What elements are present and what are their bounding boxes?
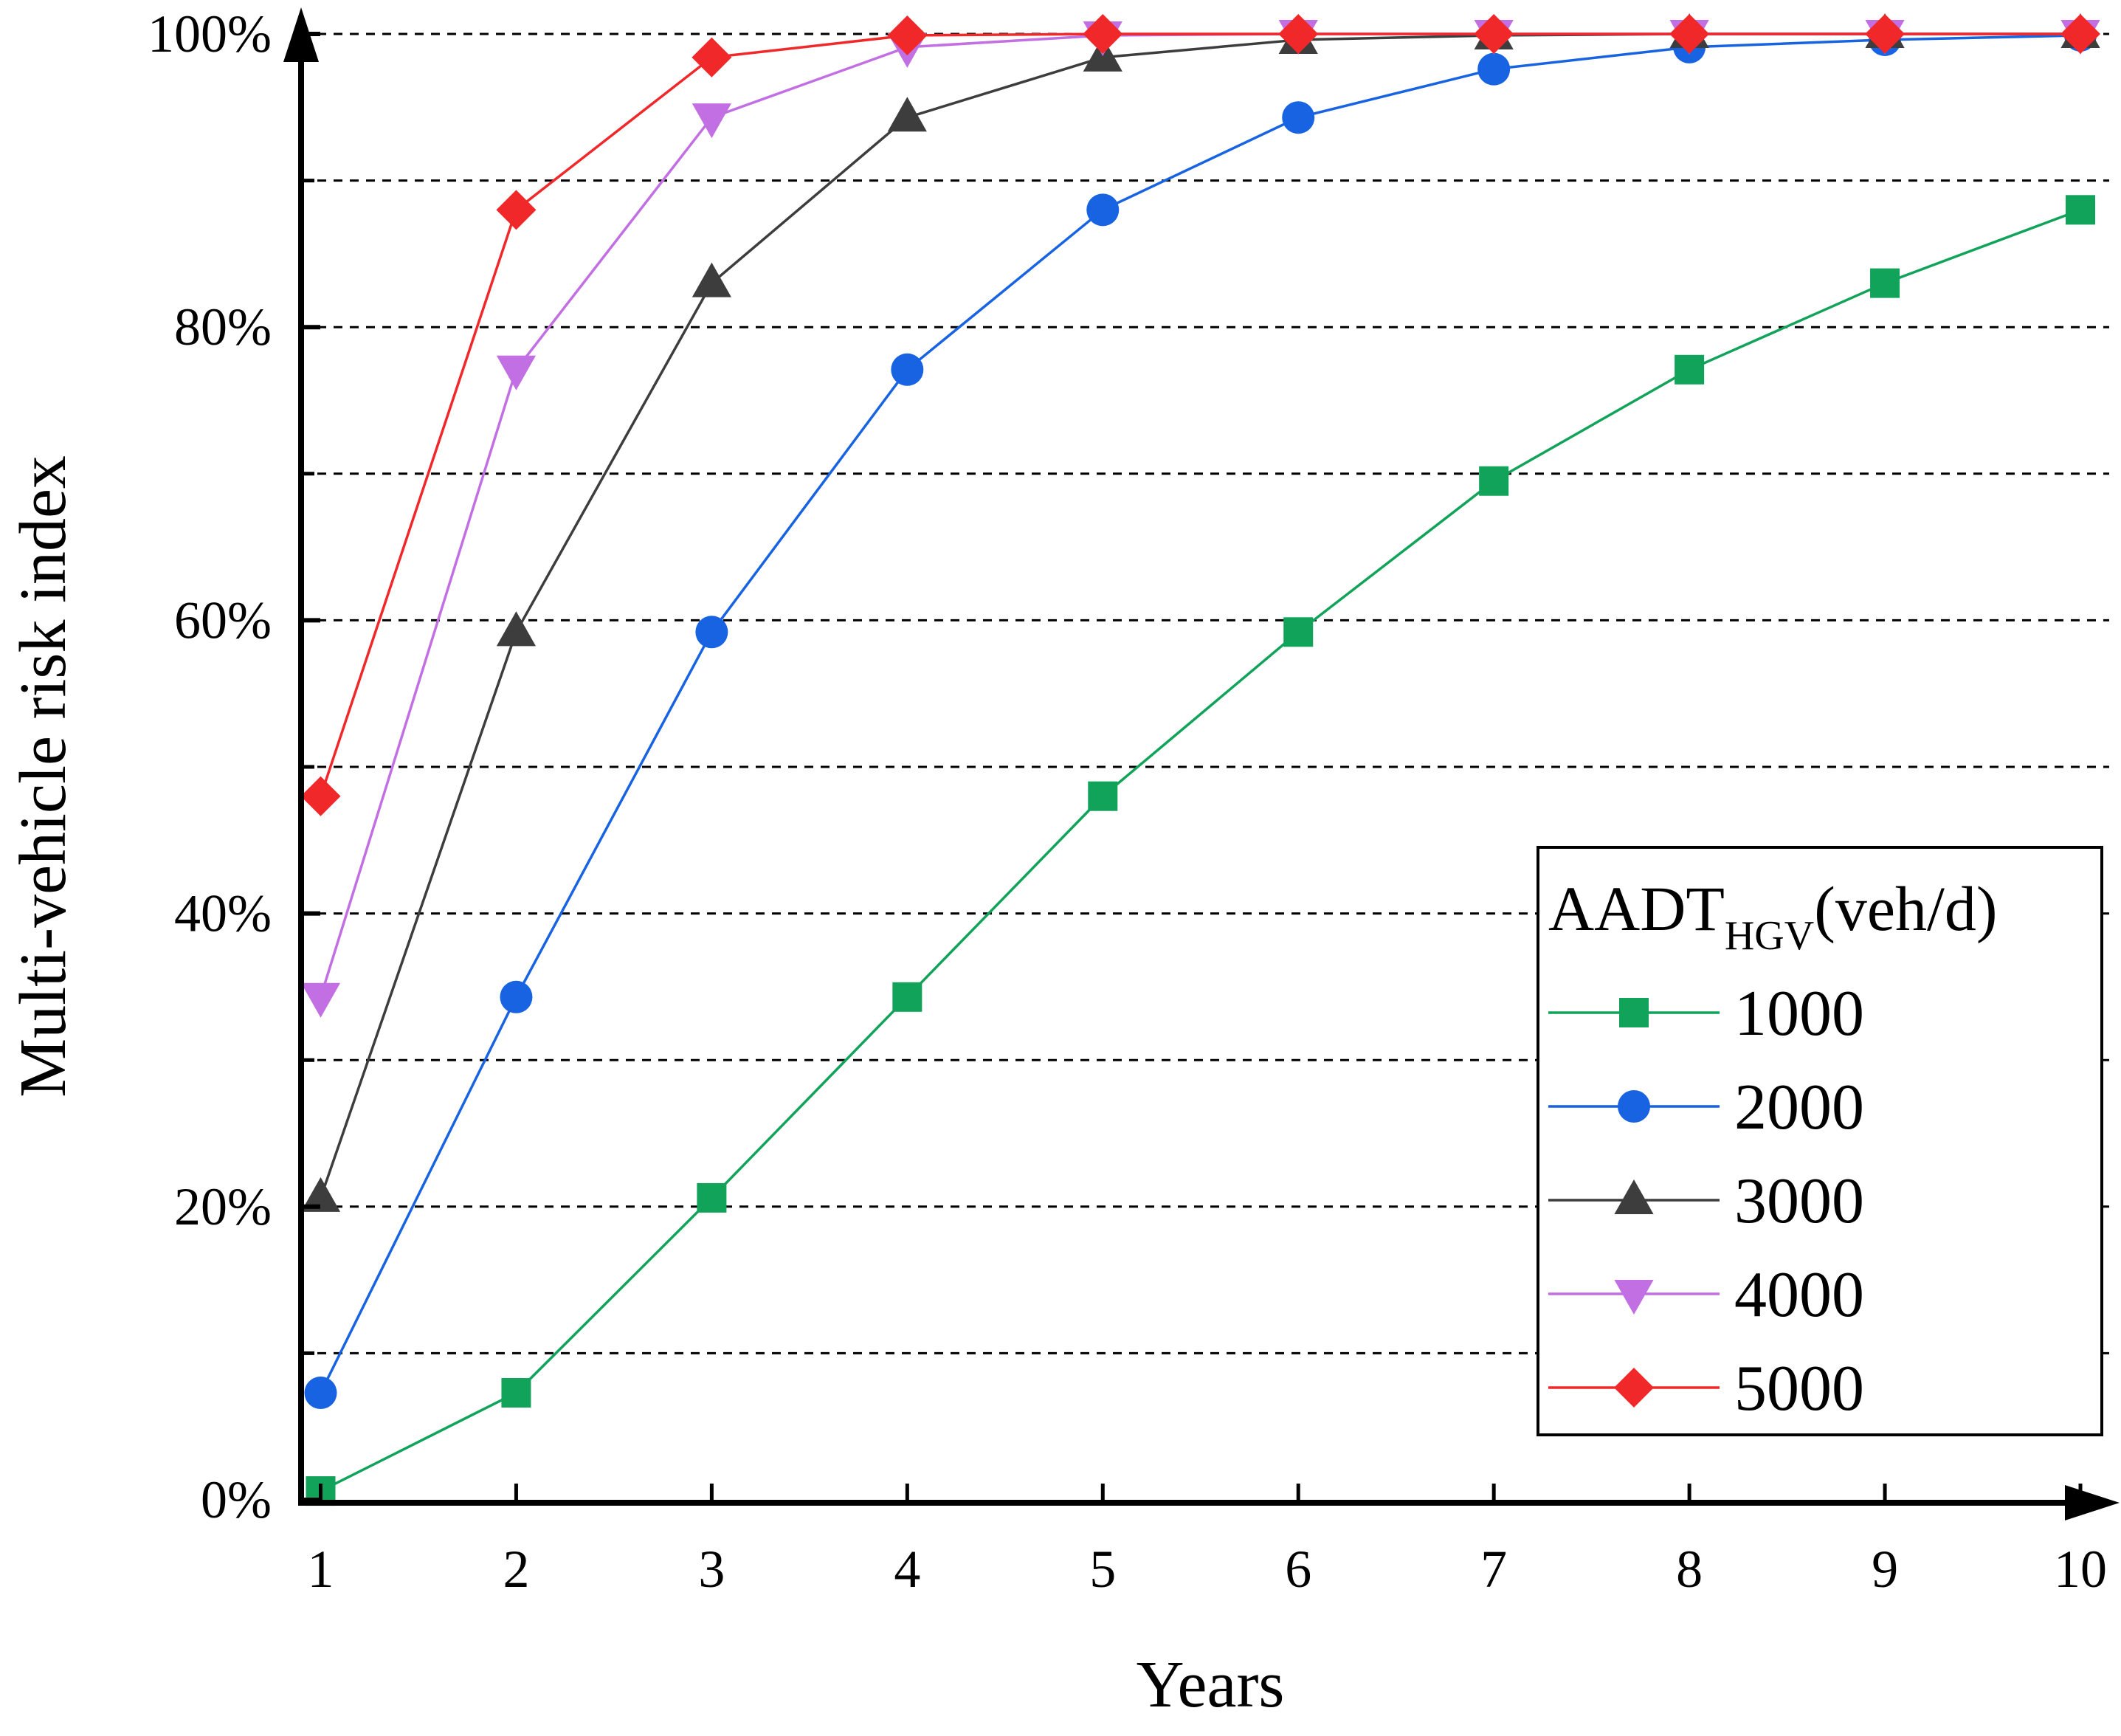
data-point-3000-3 [692,262,731,297]
series-line-2000 [319,34,2081,1394]
y-tick-label: 60% [174,590,272,650]
x-tick-label: 9 [1872,1540,1898,1599]
legend-marker-4000 [1614,1279,1654,1315]
data-point-1000-8 [1675,354,1705,385]
data-point-5000-2 [496,190,537,230]
data-point-1000-7 [1479,466,1509,496]
data-point-2000-1 [304,1377,337,1410]
data-point-3000-2 [496,611,537,647]
data-point-4000-3 [692,103,731,139]
data-point-5000-1 [300,776,341,816]
data-point-2000-5 [1086,193,1120,227]
series-1000 [306,195,2096,1506]
legend-label-1000: 1000 [1734,978,1864,1050]
x-tick-label: 3 [698,1540,725,1599]
data-point-1000-6 [1283,617,1314,647]
data-point-5000-6 [1278,14,1319,54]
legend-label-3000: 3000 [1734,1165,1864,1237]
data-point-1000-3 [697,1182,727,1213]
x-tick-label: 10 [2054,1540,2107,1599]
data-point-5000-8 [1669,14,1710,54]
x-tick-label: 2 [503,1540,529,1599]
y-tick-label: 100% [148,4,272,63]
legend-entry-5000: 5000 [1548,1353,1864,1425]
x-tick-label: 5 [1089,1540,1116,1599]
series-layer [300,13,2101,1506]
data-point-2000-4 [891,353,924,386]
legend-label-5000: 5000 [1734,1353,1864,1425]
legend-title-unit: (veh/d) [1814,873,1997,944]
legend-label-4000: 4000 [1734,1259,1864,1331]
data-point-1000-9 [1870,268,1900,298]
legend: AADTHGV(veh/d) 1000 2000 3000 4000 5000 [1537,846,2103,1436]
data-point-3000-4 [887,97,927,132]
legend-entry-3000: 3000 [1548,1165,1864,1237]
data-point-5000-7 [1474,14,1514,54]
data-point-3000-1 [300,1177,341,1212]
y-tick-label: 80% [174,297,272,356]
legend-marker-1000 [1619,998,1649,1027]
legend-title-sub: HGV [1725,913,1814,959]
x-tick-label: 1 [307,1540,334,1599]
legend-entry-4000: 4000 [1548,1259,1864,1331]
data-point-4000-2 [496,355,537,390]
x-tick-label: 7 [1480,1540,1507,1599]
legend-marker-3000 [1614,1179,1654,1215]
legend-entry-1000: 1000 [1548,978,1864,1050]
y-tick-label: 0% [201,1470,272,1529]
x-tick-label: 6 [1285,1540,1311,1599]
legend-entries: 1000 2000 3000 4000 5000 [1548,978,1864,1425]
data-point-1000-2 [501,1378,531,1408]
series-line-5000 [319,32,2081,797]
x-axis-label: Years [1137,1648,1285,1721]
legend-title-main: AADT [1548,873,1725,944]
data-point-5000-4 [887,15,928,55]
tick-labels: 0% 20% 40% 60% 80% 100% 1 2 3 4 5 6 7 8 9 10 [148,4,2107,1599]
legend-title: AADTHGV(veh/d) [1548,873,1998,959]
series-line-1000 [320,208,2081,1492]
data-point-5000-3 [692,37,732,78]
series-5000 [300,14,2101,816]
data-point-4000-1 [300,982,341,1018]
y-axis-label: Multi-vehicle risk index [7,455,80,1098]
x-tick-label: 8 [1676,1540,1703,1599]
legend-box [1537,846,2103,1436]
x-axis-arrow [2065,1485,2120,1520]
data-point-2000-3 [695,616,728,649]
y-tick-label: 40% [174,884,272,943]
data-point-5000-10 [2060,14,2101,54]
y-tick-label: 20% [174,1177,272,1236]
legend-label-2000: 2000 [1734,1072,1864,1143]
legend-entry-2000: 2000 [1548,1072,1864,1143]
data-point-1000-10 [2066,195,2096,225]
x-tick-label: 4 [894,1540,920,1599]
data-point-1000-4 [892,982,922,1012]
data-point-2000-7 [1477,52,1511,86]
data-point-2000-2 [500,980,533,1013]
legend-marker-5000 [1614,1368,1654,1408]
axes [283,7,2120,1520]
data-point-5000-5 [1083,14,1123,54]
data-point-2000-6 [1282,101,1315,134]
legend-marker-2000 [1618,1090,1650,1123]
data-point-5000-9 [1865,14,1906,54]
data-point-1000-5 [1088,781,1118,811]
